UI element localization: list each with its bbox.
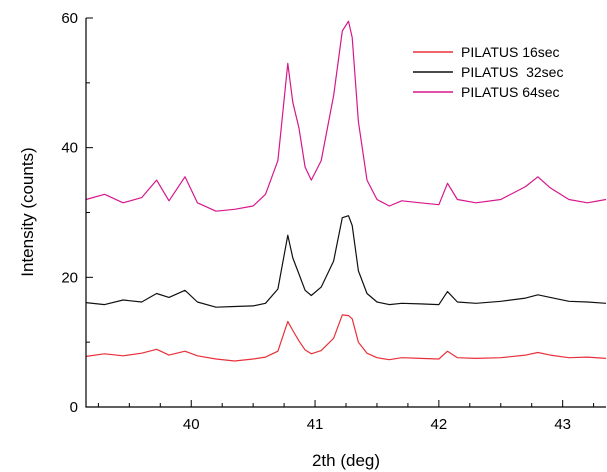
y-tick-label: 60 xyxy=(61,10,78,27)
legend-label: PILATUS 32sec xyxy=(461,64,563,80)
x-tick-label: 43 xyxy=(554,416,571,433)
series-line-1 xyxy=(85,314,607,362)
axes: 40 41 42 43 0 20 40 60 xyxy=(61,10,606,433)
series-line-3 xyxy=(85,20,607,212)
x-axis-title: 2th (deg) xyxy=(312,451,380,470)
y-tick-label: 40 xyxy=(61,140,78,157)
series-line-2 xyxy=(85,215,607,308)
y-tick-label: 0 xyxy=(70,399,78,416)
x-tick-label: 41 xyxy=(307,416,324,433)
x-tick-label: 40 xyxy=(183,416,200,433)
y-axis-title: Intensity (counts) xyxy=(18,147,37,276)
x-tick-label: 42 xyxy=(431,416,448,433)
legend-label: PILATUS 16sec xyxy=(461,44,560,60)
legend: PILATUS 16sec PILATUS 32sec PILATUS 64sec xyxy=(413,44,563,100)
plot-area xyxy=(85,20,607,362)
legend-label: PILATUS 64sec xyxy=(461,84,560,100)
y-tick-label: 20 xyxy=(61,269,78,286)
